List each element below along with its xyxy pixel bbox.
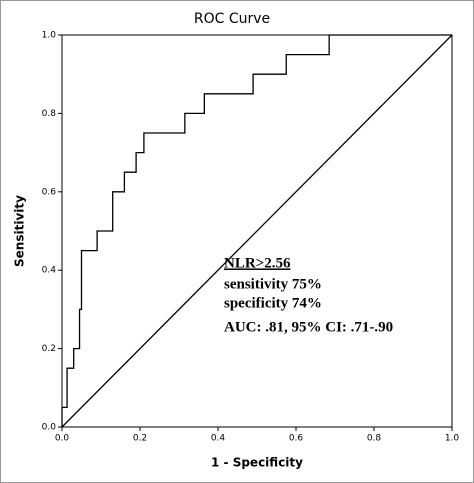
plot-border [61,34,453,428]
x-tick-label: 0.6 [289,434,304,444]
y-tick-label: 0.2 [42,344,56,354]
y-axis-label: Sensitivity [13,195,27,267]
y-tick-label: 0.4 [42,266,57,276]
y-tick-label: 1.0 [42,31,57,41]
annotation: NLR>2.56 [224,255,291,271]
reference-line [61,34,453,428]
y-tick-label: 0.6 [42,187,57,197]
x-tick-label: 0.4 [211,434,226,444]
y-tick-label: 0.8 [42,109,57,119]
x-axis-label: 1 - Specificity [211,456,303,470]
x-tick-label: 0.8 [367,434,382,444]
x-tick-label: 0.2 [133,434,147,444]
y-tick-label: 0.0 [42,423,57,433]
annotation: specificity 74% [224,295,322,311]
annotation: sensitivity 75% [224,276,322,292]
roc-line [61,34,452,427]
x-tick-label: 0.0 [55,434,70,444]
annotation: AUC: .81, 95% CI: .71-.90 [224,319,393,335]
chart-title: ROC Curve [194,11,270,27]
x-tick-label: 1.0 [445,434,460,444]
